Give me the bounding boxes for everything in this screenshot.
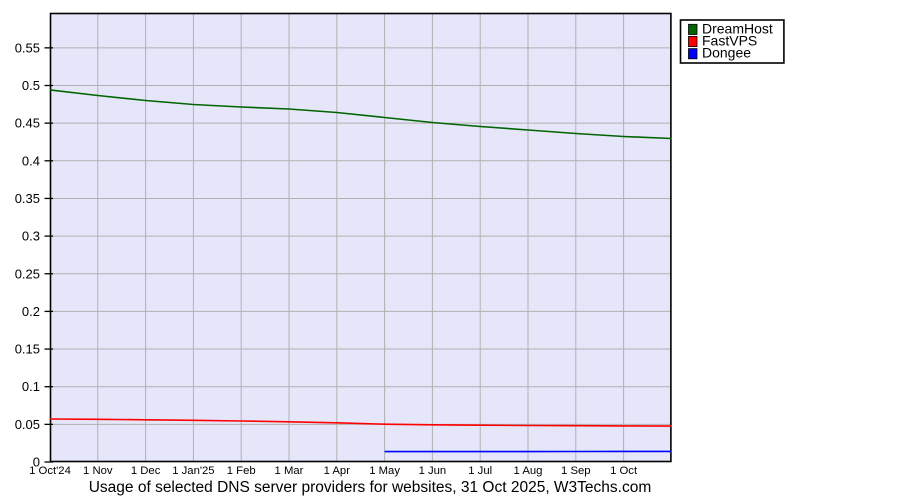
svg-text:0.3: 0.3: [22, 229, 40, 244]
svg-text:1 Jan'25: 1 Jan'25: [172, 465, 214, 477]
svg-text:1 Jul: 1 Jul: [468, 465, 492, 477]
svg-text:0.55: 0.55: [15, 40, 40, 55]
svg-text:0.05: 0.05: [15, 417, 40, 432]
svg-text:0.1: 0.1: [22, 379, 40, 394]
svg-text:Dongee: Dongee: [702, 45, 751, 61]
svg-text:0.25: 0.25: [15, 266, 40, 281]
svg-text:Usage of selected DNS server p: Usage of selected DNS server providers f…: [89, 479, 652, 496]
svg-text:1 Jun: 1 Jun: [419, 465, 447, 477]
svg-text:1 Aug: 1 Aug: [514, 465, 543, 477]
svg-text:0.2: 0.2: [22, 304, 40, 319]
svg-text:1 Feb: 1 Feb: [227, 465, 256, 477]
svg-text:0.45: 0.45: [15, 116, 40, 131]
svg-text:1 Mar: 1 Mar: [275, 465, 304, 477]
svg-text:1 Dec: 1 Dec: [131, 465, 161, 477]
svg-text:0.35: 0.35: [15, 191, 40, 206]
svg-text:1 Oct: 1 Oct: [610, 465, 638, 477]
svg-text:0.15: 0.15: [15, 342, 40, 357]
svg-text:1 May: 1 May: [369, 465, 400, 477]
svg-text:1 Sep: 1 Sep: [561, 465, 591, 477]
svg-text:0.4: 0.4: [22, 153, 40, 168]
svg-text:0: 0: [33, 455, 40, 470]
svg-text:1 Apr: 1 Apr: [324, 465, 351, 477]
svg-text:0.5: 0.5: [22, 78, 40, 93]
svg-text:1 Nov: 1 Nov: [83, 465, 113, 477]
